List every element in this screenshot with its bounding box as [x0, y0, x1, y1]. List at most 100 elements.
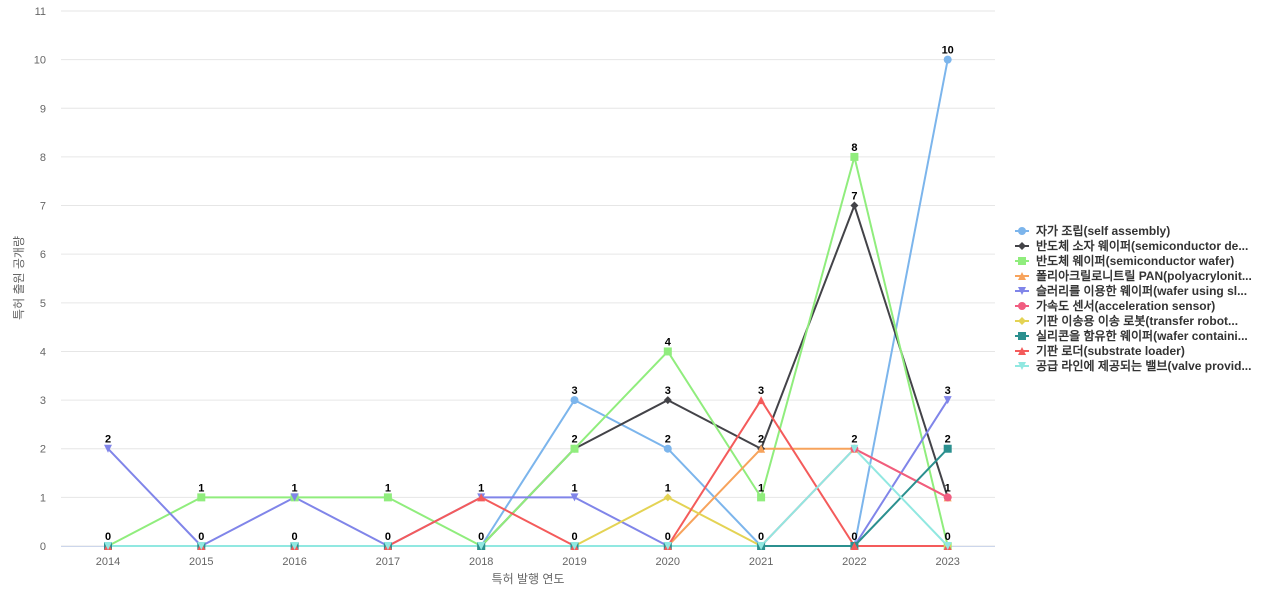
legend-item[interactable]: 자가 조립(self assembly) [1015, 223, 1170, 238]
series-marker [943, 493, 952, 502]
data-label: 2 [105, 434, 111, 446]
series-marker [663, 493, 672, 502]
series-marker [1018, 332, 1026, 340]
series-marker [850, 542, 859, 550]
x-tick-label: 2014 [96, 556, 120, 568]
data-label: 0 [945, 531, 951, 543]
series-marker [1018, 257, 1026, 265]
x-tick-label: 2015 [189, 556, 213, 568]
x-tick-label: 2017 [376, 556, 400, 568]
y-tick-label: 10 [34, 55, 46, 67]
series-marker [290, 493, 299, 502]
series-marker [663, 444, 672, 453]
series-marker [943, 55, 952, 64]
legend-label: 폴리아크릴로니트릴 PAN(polyacrylonit... [1036, 268, 1252, 283]
data-label: 1 [571, 482, 577, 494]
legend-label: 반도체 웨이퍼(semiconductor wafer) [1036, 253, 1234, 268]
series-marker [757, 493, 766, 502]
y-axis-ticks: 0 1 2 3 4 5 6 7 8 9 10 11 [34, 6, 46, 553]
legend-label: 가속도 센서(acceleration sensor) [1036, 298, 1215, 313]
data-label: 2 [758, 434, 764, 446]
series-marker [1018, 287, 1026, 295]
series-marker [850, 201, 859, 210]
data-label: 3 [945, 385, 951, 397]
legend-item[interactable]: 공급 라인에 제공되는 밸브(valve provid... [1015, 358, 1251, 373]
legend-label: 슬러리를 이용한 웨이퍼(wafer using sl... [1036, 283, 1247, 298]
data-label: 2 [945, 434, 951, 446]
series-marker [663, 542, 672, 550]
legend-item[interactable]: 반도체 소자 웨이퍼(semiconductor de... [1015, 238, 1248, 253]
series-marker [477, 493, 486, 502]
series-marker [383, 493, 392, 502]
y-tick-label: 2 [40, 444, 46, 456]
legend-label: 자가 조립(self assembly) [1036, 223, 1170, 238]
legend-label: 기판 로더(substrate loader) [1036, 343, 1185, 358]
data-label: 1 [758, 482, 764, 494]
x-tick-label: 2022 [842, 556, 866, 568]
series-marker [570, 444, 579, 453]
series-marker [1018, 227, 1026, 235]
data-label: 7 [851, 191, 857, 203]
series-marker [850, 152, 859, 161]
series-marker [1018, 272, 1026, 280]
legend: 자가 조립(self assembly)반도체 소자 웨이퍼(semicondu… [1015, 223, 1252, 373]
series-marker [1018, 302, 1026, 310]
series-marker [1018, 347, 1026, 355]
x-tick-label: 2016 [282, 556, 306, 568]
legend-item[interactable]: 기판 이송용 이송 로봇(transfer robot... [1015, 313, 1238, 328]
series-marker [104, 542, 112, 550]
data-label: 1 [478, 482, 484, 494]
series-marker [943, 396, 952, 405]
data-label: 3 [571, 385, 577, 397]
x-axis-ticks: 2014 2015 2016 2017 2018 2019 2020 2021 2022 2023 [96, 556, 960, 568]
y-tick-label: 4 [40, 346, 46, 358]
series-line [107, 447, 949, 547]
y-tick-label: 9 [40, 103, 46, 115]
data-label: 2 [571, 434, 577, 446]
data-label: 0 [758, 531, 764, 543]
x-tick-label: 2021 [749, 556, 773, 568]
legend-item[interactable]: 가속도 센서(acceleration sensor) [1015, 298, 1215, 313]
series-marker [1018, 242, 1026, 250]
grid-lines [61, 10, 995, 547]
series-marker [1018, 317, 1026, 325]
legend-label: 기판 이송용 이송 로봇(transfer robot... [1036, 313, 1238, 328]
series-marker [104, 444, 112, 453]
y-tick-label: 11 [35, 6, 46, 18]
series-marker [663, 396, 672, 405]
y-tick-label: 8 [40, 152, 46, 164]
x-tick-label: 2019 [562, 556, 586, 568]
legend-label: 반도체 소자 웨이퍼(semiconductor de... [1036, 238, 1248, 253]
data-label: 0 [292, 531, 298, 543]
y-tick-label: 0 [40, 541, 46, 553]
data-label: 2 [665, 434, 671, 446]
data-label: 0 [571, 531, 577, 543]
data-label: 4 [665, 336, 672, 348]
legend-item[interactable]: 반도체 웨이퍼(semiconductor wafer) [1015, 253, 1234, 268]
legend-item[interactable]: 실리콘을 함유한 웨이퍼(wafer containi... [1015, 328, 1248, 343]
y-tick-label: 3 [40, 395, 46, 407]
series-marker [663, 347, 672, 356]
y-axis-title: 특허 출원 공개량 [12, 236, 26, 320]
legend-item[interactable]: 기판 로더(substrate loader) [1015, 343, 1185, 358]
series-marker [757, 444, 766, 453]
y-tick-label: 5 [40, 298, 46, 310]
series-marker [197, 493, 206, 502]
data-label: 0 [851, 531, 857, 543]
legend-label: 실리콘을 함유한 웨이퍼(wafer containi... [1036, 328, 1248, 343]
legend-label: 공급 라인에 제공되는 밸브(valve provid... [1036, 358, 1251, 373]
series-marker [943, 444, 952, 453]
data-label: 0 [665, 531, 671, 543]
legend-item[interactable]: 폴리아크릴로니트릴 PAN(polyacrylonit... [1015, 268, 1252, 283]
legend-item[interactable]: 슬러리를 이용한 웨이퍼(wafer using sl... [1015, 283, 1247, 298]
series-marker [197, 542, 206, 550]
x-tick-label: 2020 [656, 556, 680, 568]
x-axis-title: 특허 발행 연도 [492, 571, 565, 586]
data-label: 0 [385, 531, 391, 543]
series-markers [104, 55, 952, 550]
data-label: 1 [198, 482, 204, 494]
series-marker [570, 493, 579, 502]
data-label: 1 [945, 482, 951, 494]
